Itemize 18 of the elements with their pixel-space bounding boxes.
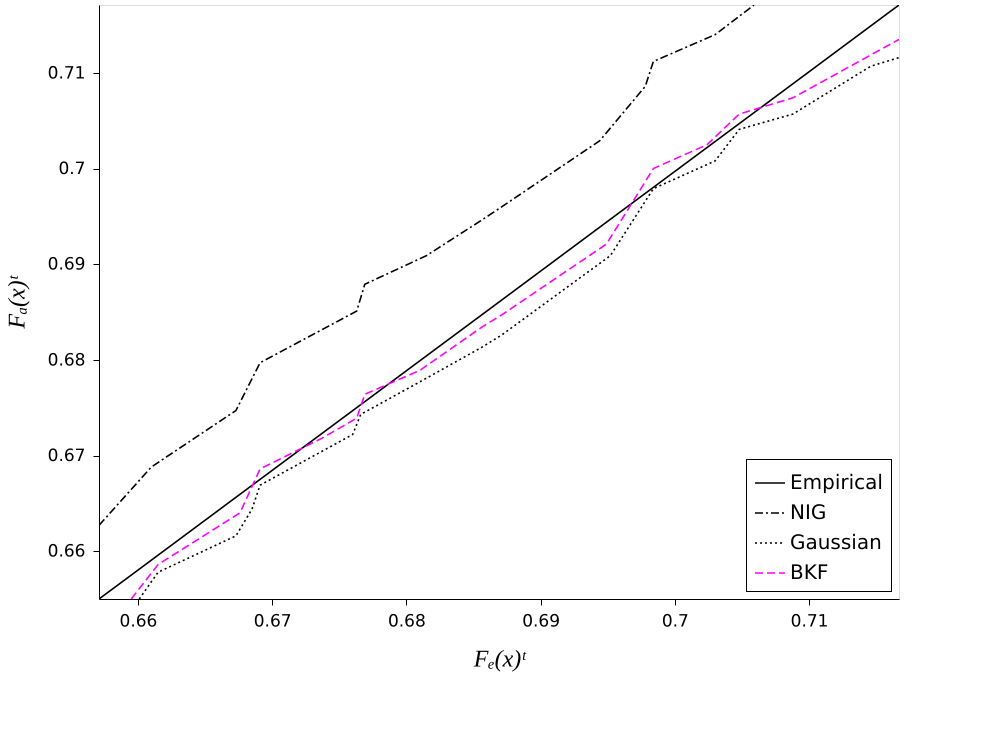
x-tick-label: 0.68: [388, 612, 426, 632]
legend-label: Empirical: [790, 470, 883, 494]
y-tick-label: 0.69: [48, 254, 86, 275]
y-tick-label: 0.68: [48, 350, 86, 370]
y-tick-label: 0.66: [48, 542, 86, 562]
y-tick-label: 0.67: [48, 446, 86, 466]
x-tick-label: 0.67: [254, 612, 292, 632]
legend-label: BKF: [790, 560, 828, 584]
y-axis-title: Fₐ(x)ᵗ: [4, 274, 31, 330]
x-tick-label: 0.69: [522, 612, 560, 632]
legend-label: NIG: [790, 500, 826, 524]
x-tick-label: 0.7: [662, 612, 689, 632]
x-tick-label: 0.66: [119, 612, 158, 632]
y-tick-label: 0.71: [48, 63, 86, 84]
x-tick-label: 0.71: [790, 612, 828, 632]
legend-label: Gaussian: [790, 530, 882, 554]
y-tick-label: 0.7: [58, 159, 86, 180]
x-axis-title: Fₑ(x)ᵗ: [472, 646, 528, 672]
